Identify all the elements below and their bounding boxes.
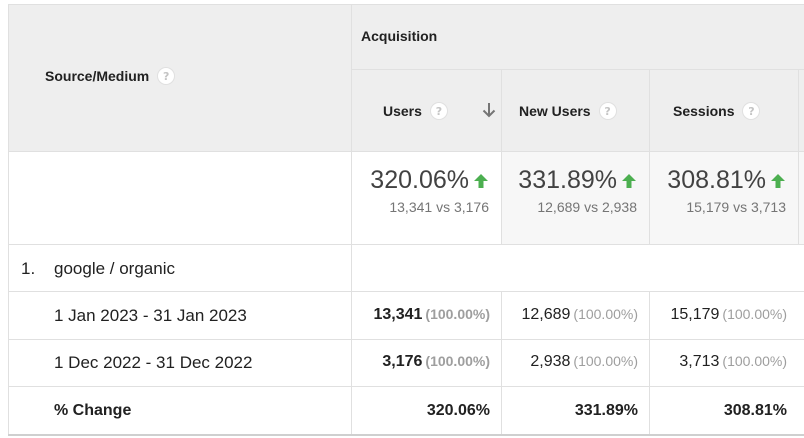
metric-header-new-users[interactable]: New Users ? [519, 102, 617, 124]
question-circle-icon[interactable]: ? [742, 102, 761, 120]
dimension-header[interactable]: Source/Medium ? [45, 67, 176, 89]
col-divider-dimension [351, 4, 352, 436]
change-label: % Change [54, 402, 132, 419]
col-divider-new-users-lower [649, 291, 650, 436]
arrow-down-icon[interactable] [482, 102, 496, 118]
previous-sessions-cell: 3,713 (100.00%) [650, 353, 798, 371]
previous-users-share: (100.00%) [425, 353, 490, 369]
arrow-up-green-icon [474, 173, 488, 188]
row-line-summary [8, 244, 804, 245]
summary-users-change: 320.06% [370, 166, 469, 194]
summary-bg-new-users [502, 151, 650, 244]
acquisition-group-header: Acquisition [361, 28, 437, 48]
bottom-border [8, 434, 804, 436]
metric-header-users[interactable]: Users ? [383, 102, 448, 124]
summary-users-compare: 13,341 vs 3,176 [389, 199, 489, 215]
question-circle-icon[interactable]: ? [429, 102, 448, 120]
table-row-current: 1 Jan 2023 - 31 Jan 2023 [8, 292, 804, 339]
question-circle-icon[interactable]: ? [598, 102, 617, 120]
previous-users-value: 3,176 [382, 353, 423, 370]
change-users-value: 320.06% [426, 402, 490, 419]
change-new-users-value: 331.89% [574, 402, 638, 419]
table-row-group[interactable]: 1. google / organic [8, 245, 352, 291]
summary-new-users: 331.89% 12,689 vs 2,938 [502, 166, 650, 215]
metric-header-sessions[interactable]: Sessions ? [673, 102, 761, 124]
previous-period-label: 1 Dec 2022 - 31 Dec 2022 [54, 353, 253, 372]
current-users-share: (100.00%) [425, 306, 490, 322]
metric-header-sessions-label: Sessions [673, 103, 735, 119]
previous-new-users-share: (100.00%) [573, 353, 638, 369]
current-sessions-share: (100.00%) [722, 306, 787, 322]
header-bg-users [352, 70, 502, 151]
row-line-previous [8, 386, 804, 387]
acquisition-label: Acquisition [361, 28, 438, 44]
source-medium-link[interactable]: google / organic [54, 259, 175, 278]
header-bg-dimension [8, 4, 352, 151]
top-border [8, 4, 804, 5]
header-bg-acquisition [352, 4, 804, 70]
previous-sessions-value: 3,713 [679, 353, 720, 370]
current-users-cell: 13,341 (100.00%) [352, 306, 502, 324]
current-users-value: 13,341 [373, 306, 423, 323]
previous-new-users-value: 2,938 [530, 353, 571, 370]
summary-sessions: 308.81% 15,179 vs 3,713 [650, 166, 798, 215]
current-sessions-cell: 15,179 (100.00%) [650, 306, 798, 324]
summary-sessions-change: 308.81% [667, 166, 766, 194]
change-sessions-cell: 308.81% [650, 402, 798, 420]
table-row-change: % Change [8, 387, 804, 434]
metric-header-users-label: Users [383, 103, 422, 119]
current-new-users-share: (100.00%) [573, 306, 638, 322]
summary-new-users-change: 331.89% [518, 166, 617, 194]
left-border [8, 4, 9, 436]
row-line-header [8, 151, 804, 152]
row-index: 1. [21, 259, 36, 278]
table-row-previous: 1 Dec 2022 - 31 Dec 2022 [8, 340, 804, 386]
previous-sessions-share: (100.00%) [722, 353, 787, 369]
arrow-up-green-icon [622, 173, 636, 188]
summary-users: 320.06% 13,341 vs 3,176 [352, 166, 502, 215]
summary-new-users-compare: 12,689 vs 2,938 [537, 199, 637, 215]
header-bg-sessions [650, 70, 804, 151]
header-bg-new-users [502, 70, 650, 151]
change-new-users-cell: 331.89% [502, 402, 650, 420]
change-sessions-value: 308.81% [723, 402, 787, 419]
previous-new-users-cell: 2,938 (100.00%) [502, 353, 650, 371]
col-divider-new-users [649, 70, 650, 244]
current-new-users-value: 12,689 [521, 306, 571, 323]
summary-sessions-compare: 15,179 vs 3,713 [686, 199, 786, 215]
arrow-up-green-icon [771, 173, 785, 188]
summary-bg-sessions [650, 151, 804, 244]
current-period-label: 1 Jan 2023 - 31 Jan 2023 [54, 306, 247, 325]
change-users-cell: 320.06% [352, 402, 502, 420]
previous-users-cell: 3,176 (100.00%) [352, 353, 502, 371]
col-divider-users-lower [501, 291, 502, 436]
col-divider-sessions [798, 70, 799, 244]
row-line-current [8, 339, 804, 340]
row-line-group [8, 291, 804, 292]
current-new-users-cell: 12,689 (100.00%) [502, 306, 650, 324]
acquisition-bottom-line [352, 69, 804, 70]
dimension-header-label: Source/Medium [45, 68, 150, 84]
col-divider-users [501, 70, 502, 244]
metric-header-new-users-label: New Users [519, 103, 591, 119]
current-sessions-value: 15,179 [670, 306, 720, 323]
question-circle-icon[interactable]: ? [157, 67, 176, 85]
